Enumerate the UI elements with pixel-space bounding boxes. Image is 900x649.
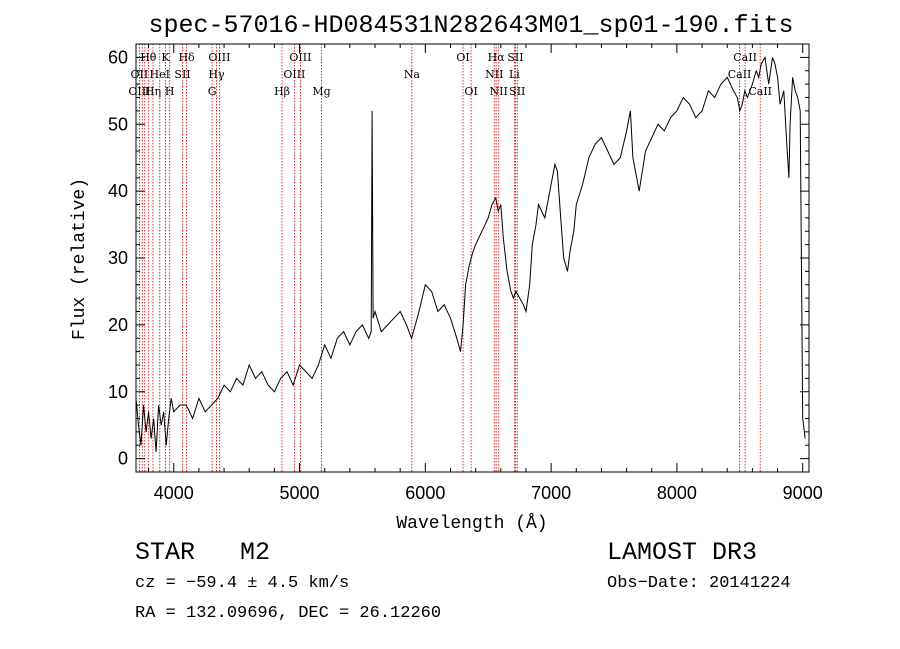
line-label: Hβ xyxy=(274,85,290,98)
y-tick-label: 60 xyxy=(108,47,128,67)
y-tick-label: 50 xyxy=(108,114,128,134)
line-label: K xyxy=(161,51,170,64)
line-label: OIII xyxy=(208,51,230,64)
x-tick-label: 9000 xyxy=(783,483,823,503)
x-tick-label: 8000 xyxy=(657,483,697,503)
redshift-velocity: cz = −59.4 ± 4.5 km/s xyxy=(135,574,350,593)
y-tick-label: 30 xyxy=(108,248,128,268)
coordinates: RA = 132.09696, DEC = 26.12260 xyxy=(135,604,442,623)
line-label: OI xyxy=(456,51,469,64)
spectrum-line xyxy=(135,55,806,452)
line-label: OIII xyxy=(283,68,305,81)
line-label: G xyxy=(208,85,217,98)
y-axis-ticks: 0 10 20 30 40 50 60 xyxy=(108,47,809,469)
line-label: Hη xyxy=(145,85,161,98)
line-label: OIII xyxy=(289,51,311,64)
line-label: OI xyxy=(464,85,477,98)
x-tick-label: 7000 xyxy=(531,483,571,503)
line-label: CaII xyxy=(728,68,752,81)
line-label: OIII xyxy=(128,85,150,98)
survey-name: LAMOST DR3 xyxy=(607,538,758,567)
observation-date: Obs−Date: 20141224 xyxy=(607,574,791,593)
x-axis-ticks: 4000 5000 6000 7000 8000 9000 xyxy=(148,44,823,503)
y-tick-label: 10 xyxy=(108,382,128,402)
object-subclass: M2 xyxy=(240,538,271,567)
line-label: SII xyxy=(174,68,190,81)
line-label: NII xyxy=(490,85,508,98)
line-label: SII xyxy=(509,85,525,98)
y-tick-label: 20 xyxy=(108,315,128,335)
x-tick-label: 6000 xyxy=(405,483,445,503)
line-label: H xyxy=(165,85,175,98)
y-axis-label: Flux (relative) xyxy=(70,178,90,340)
chart-title: spec-57016-HD084531N282643M01_sp01-190.f… xyxy=(148,11,793,40)
line-label: Li xyxy=(509,68,520,81)
x-tick-label: 5000 xyxy=(280,483,320,503)
line-label: Na xyxy=(404,68,421,81)
object-class: STAR xyxy=(135,538,196,567)
line-label: Hγ xyxy=(208,68,225,81)
emission-line-markers xyxy=(138,44,761,472)
line-label: OII xyxy=(131,68,149,81)
y-tick-label: 40 xyxy=(108,181,128,201)
x-tick-label: 4000 xyxy=(154,483,194,503)
line-label: HeI xyxy=(150,68,170,81)
line-label: CaII xyxy=(748,85,772,98)
line-label: SII xyxy=(507,51,523,64)
line-label: Mg xyxy=(312,85,330,98)
line-label: Hθ xyxy=(140,51,157,64)
line-label: Hα xyxy=(488,51,506,64)
line-label: Hδ xyxy=(178,51,195,64)
x-axis-label: Wavelength (Å) xyxy=(396,513,547,534)
line-label: NII xyxy=(485,68,503,81)
y-tick-label: 0 xyxy=(118,449,128,469)
plot-frame xyxy=(135,43,810,473)
line-label: CaII xyxy=(733,51,757,64)
